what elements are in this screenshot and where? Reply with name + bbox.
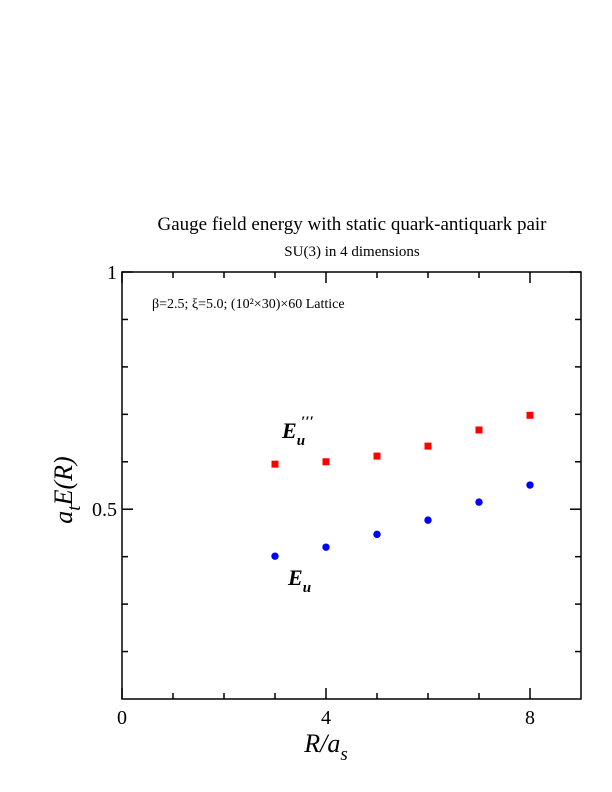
- series-label: Eu ′′′: [281, 414, 314, 449]
- x-tick-label: 4: [321, 707, 331, 729]
- x-tick-label: 8: [525, 707, 535, 729]
- chart-title: Gauge field energy with static quark-ant…: [157, 214, 547, 235]
- x-tick-label: 0: [117, 707, 127, 729]
- point: [475, 498, 483, 506]
- y-axis-label: atE(R): [49, 456, 85, 523]
- y-tick-label: 1: [107, 262, 117, 284]
- x-label-main: R/a: [303, 729, 340, 758]
- y-label-main: E(R): [49, 456, 78, 506]
- point: [271, 552, 279, 560]
- series-label: Eu: [287, 565, 311, 596]
- label-base: E: [287, 565, 303, 590]
- point: [322, 458, 330, 466]
- point: [373, 530, 381, 539]
- point: [373, 452, 381, 460]
- point: [424, 516, 432, 524]
- label-sub: u: [303, 580, 311, 596]
- y-label-sub: t: [64, 505, 85, 511]
- y-tick-label: 0.5: [92, 499, 117, 521]
- point: [526, 411, 534, 419]
- y-label-pre: a: [49, 511, 78, 524]
- point: [322, 543, 330, 551]
- point: [424, 442, 432, 450]
- plot-frame: [121, 271, 582, 700]
- point: [271, 460, 279, 468]
- point: [526, 481, 534, 489]
- annotation: β=2.5; ξ=5.0; (10²×30)×60 Lattice: [152, 297, 345, 312]
- label-base: E: [281, 418, 297, 443]
- x-axis-label: R/as: [303, 729, 348, 765]
- chart-subtitle: SU(3) in 4 dimensions: [284, 244, 420, 260]
- label-sup: ′′′: [301, 414, 314, 430]
- point: [475, 426, 483, 434]
- x-label-sub: s: [340, 744, 347, 765]
- label-sub: u: [297, 433, 305, 449]
